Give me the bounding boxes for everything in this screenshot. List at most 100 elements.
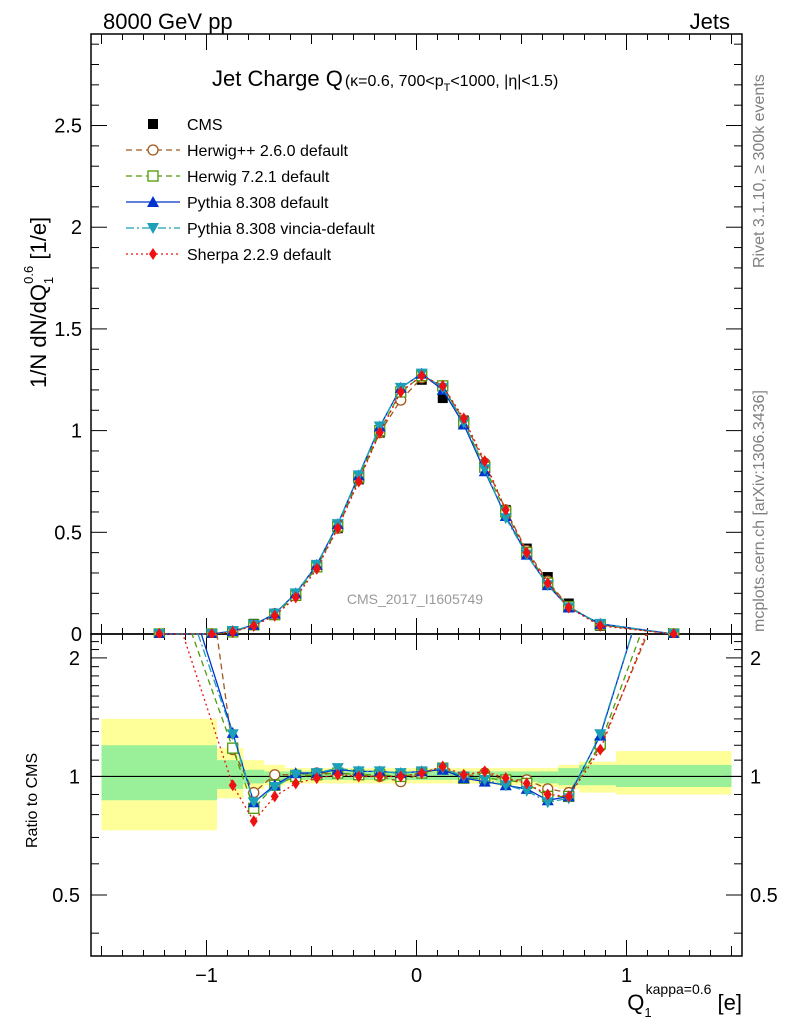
x-axis-label: Q1 kappa=0.6 [e] (627, 981, 742, 1020)
ratio-y-tick-label-left: 1 (69, 766, 80, 788)
series-point-4 (501, 503, 510, 516)
series-point-4 (543, 577, 552, 590)
series-point-4 (396, 385, 405, 398)
legend-label: Herwig 7.2.1 default (187, 169, 330, 186)
ratio-point-3 (247, 797, 260, 809)
ratio-point-4 (270, 790, 279, 803)
ratio-band-green (537, 771, 559, 784)
legend-marker (147, 196, 159, 207)
ratio-y-tick-label-right: 1 (750, 766, 761, 788)
y-tick-label: 2 (71, 217, 82, 239)
ratio-point-4 (480, 765, 489, 778)
ratio-series-group (182, 634, 649, 828)
chart-title-main: Jet Charge Q (212, 66, 343, 91)
series-point-4 (417, 369, 426, 382)
series-point-4 (333, 522, 342, 535)
chart-title-sub-post: <1000, |η|<1.5) (450, 73, 558, 90)
ratio-band-green (101, 745, 217, 801)
series-point-4 (291, 591, 300, 604)
ratio-point-3 (226, 729, 239, 741)
ratio-point-3 (289, 769, 302, 781)
mcplots-label: mcplots.cern.ch [arXiv:1306.3436] (751, 390, 768, 632)
series-point-4 (522, 546, 531, 559)
x-tick-label: 0 (411, 965, 422, 987)
ratio-point-4 (249, 815, 258, 828)
series-point-4 (155, 628, 164, 638)
ratio-y-tick-label-right: 0.5 (750, 885, 778, 907)
legend-label: Pythia 8.308 vincia-default (187, 221, 375, 238)
ratio-point-4 (417, 767, 426, 780)
ratio-point-4 (354, 770, 363, 783)
series-point-4 (270, 609, 279, 622)
legend-marker (148, 119, 158, 129)
y-axis-label-unit: [1/e] (26, 217, 51, 266)
ratio-point-0 (269, 769, 281, 781)
ratio-point-4 (438, 760, 447, 773)
y-tick-label: 1.5 (54, 319, 82, 341)
series-point-4 (312, 562, 321, 575)
legend-marker (147, 223, 159, 234)
x-axis-label-unit: [e] (711, 990, 742, 1015)
ratio-y-label: Ratio to CMS (24, 753, 41, 848)
ratio-point-4 (291, 777, 300, 790)
ratio-point-3 (331, 763, 344, 775)
ratio-point-3 (594, 729, 607, 741)
legend-marker (149, 248, 157, 260)
ratio-point-4 (396, 770, 405, 783)
ratio-point-4 (564, 790, 573, 803)
ratio-frame: −1 0 1 0.5 0.5 1 1 2 2 (52, 633, 778, 987)
y-axis-label-sup: 0.6 (21, 266, 36, 284)
legend-marker (147, 170, 159, 182)
ratio-point-3 (268, 782, 281, 794)
y-axis-label-main: 1/N dN/dQ (26, 284, 51, 388)
main-frame: 0.5 1 1.5 2 2.5 0 (54, 33, 743, 646)
rivet-label: Rivet 3.1.10, ≥ 300k events (751, 74, 768, 268)
series-point-4 (459, 412, 468, 425)
main-series-group (153, 367, 680, 638)
y-tick-label-zero: 0 (71, 624, 82, 646)
legend-label: CMS (187, 117, 223, 134)
ratio-y-tick-label-right: 2 (750, 648, 761, 670)
series-point-4 (228, 625, 237, 638)
legend-label: Sherpa 2.2.9 default (187, 247, 332, 264)
header-right: Jets (690, 9, 730, 34)
watermark: CMS_2017_I1605749 (347, 591, 483, 607)
ratio-point-3 (541, 797, 554, 809)
y-axis-label-sub: 1 (41, 277, 56, 284)
legend-label: Herwig++ 2.6.0 default (187, 143, 349, 160)
y-tick-label: 2.5 (54, 116, 82, 138)
x-tick-label: 1 (621, 965, 632, 987)
series-point-4 (375, 426, 384, 439)
series-point-4 (480, 455, 489, 468)
y-axis-label: 1/N dN/dQ1 0.6 [1/e] (21, 217, 56, 388)
legend-label: Pythia 8.308 default (187, 195, 329, 212)
series-point-4 (669, 628, 678, 638)
series-point-4 (438, 379, 447, 392)
ratio-point-4 (333, 768, 342, 781)
chart-title-sub-sub: T (444, 82, 451, 94)
series-point-4 (596, 619, 605, 632)
ratio-band-green (432, 771, 454, 780)
ratio-y-tick-label-left: 0.5 (52, 885, 80, 907)
header-left: 8000 GeV pp (103, 9, 233, 34)
series-point-4 (207, 628, 216, 638)
ratio-point-4 (228, 779, 237, 792)
ratio-point-4 (312, 772, 321, 785)
series-point-4 (564, 601, 573, 614)
cms-data-point (437, 393, 448, 404)
ratio-band-green (579, 764, 616, 786)
series-point-3 (499, 513, 512, 525)
ratio-line-4 (182, 634, 647, 823)
x-axis-label-main: Q (627, 990, 644, 1015)
x-axis-label-sub: 1 (644, 1005, 651, 1020)
ratio-point-4 (375, 770, 384, 783)
x-axis-label-sup: kappa=0.6 (646, 981, 712, 997)
series-point-4 (249, 619, 258, 632)
ratio-point-4 (522, 777, 531, 790)
ratio-y-tick-label-left: 2 (69, 648, 80, 670)
legend: CMS Herwig++ 2.6.0 default Herwig 7.2.1 de… (126, 117, 375, 264)
y-tick-label: 1 (71, 421, 82, 443)
ratio-point-4 (543, 788, 552, 801)
ratio-point-4 (501, 772, 510, 785)
